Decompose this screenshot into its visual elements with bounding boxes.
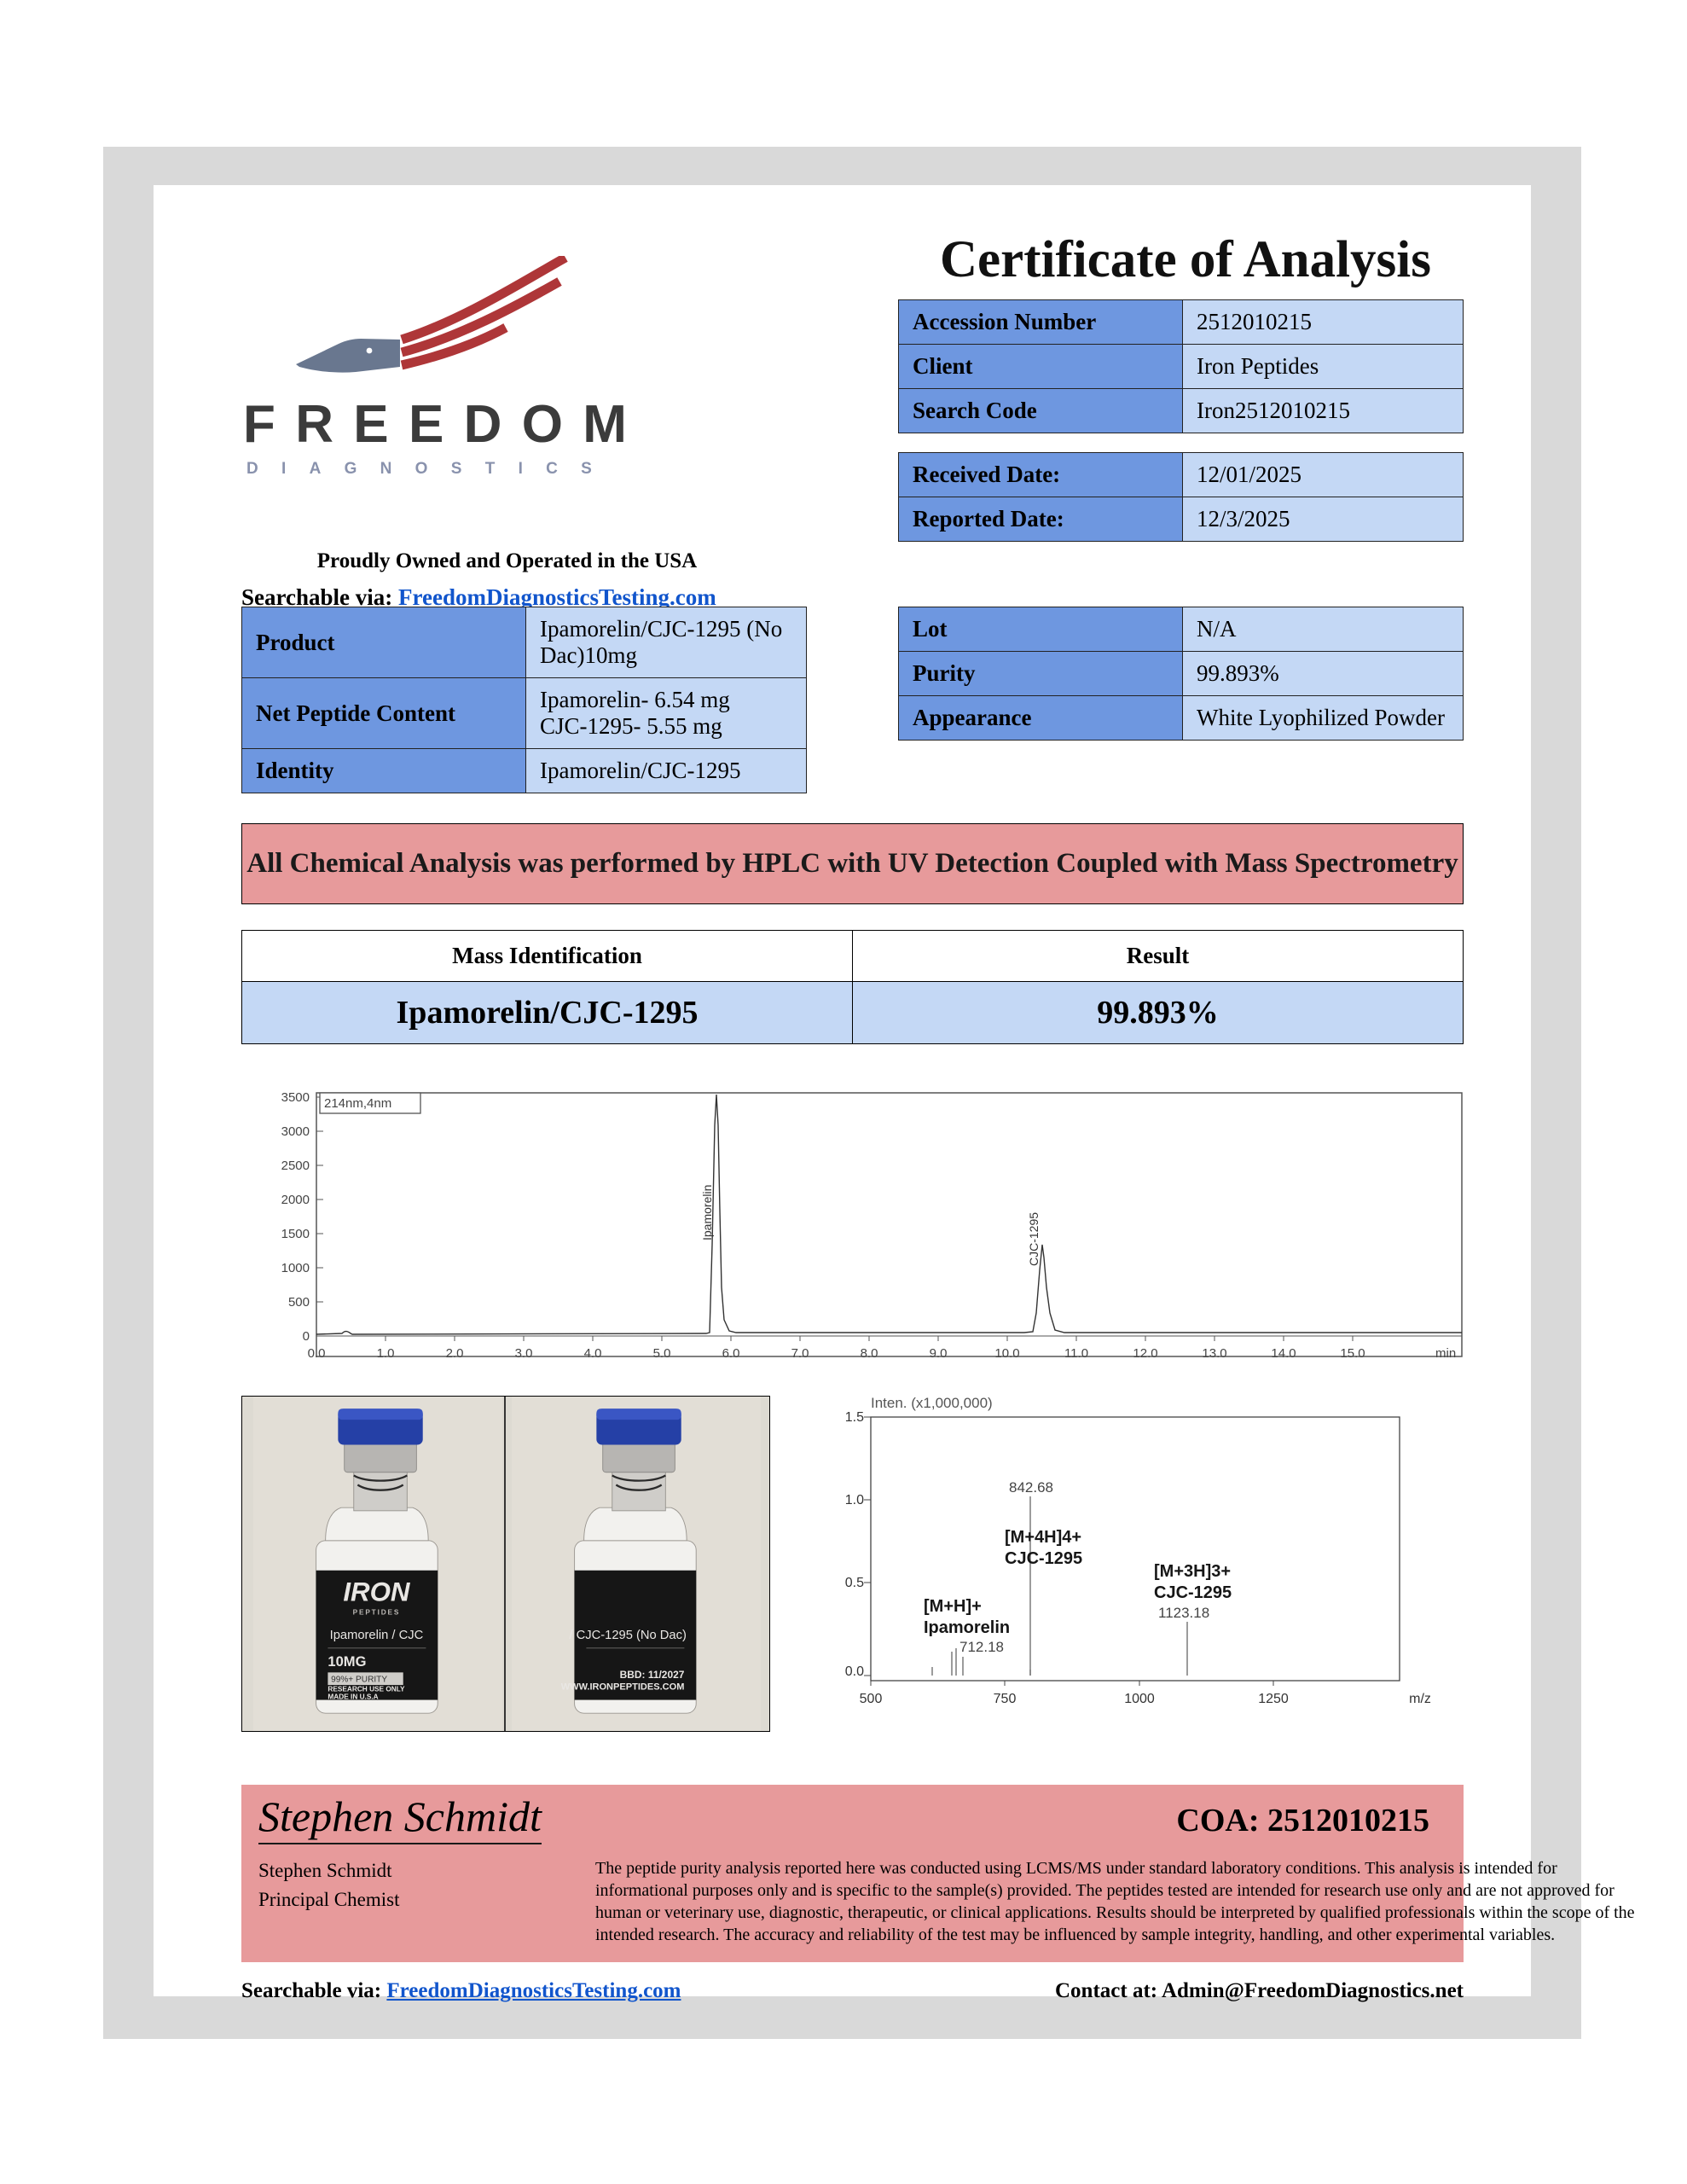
- svg-text:[M+4H]4+: [M+4H]4+: [1005, 1528, 1081, 1547]
- svg-text:Ipamorelin: Ipamorelin: [924, 1618, 1010, 1637]
- svg-text:1123.18: 1123.18: [1158, 1605, 1209, 1621]
- svg-text:PEPTIDES: PEPTIDES: [353, 1608, 401, 1616]
- svg-text:m/z: m/z: [1409, 1692, 1431, 1706]
- svg-text:10.0: 10.0: [994, 1346, 1019, 1357]
- svg-text:14.0: 14.0: [1271, 1346, 1296, 1357]
- svg-text:9.0: 9.0: [930, 1346, 948, 1357]
- svg-text:5.0: 5.0: [653, 1346, 671, 1357]
- svg-text:11.0: 11.0: [1064, 1346, 1088, 1357]
- svg-text:WWW.IRONPEPTIDES.COM: WWW.IRONPEPTIDES.COM: [561, 1682, 685, 1693]
- svg-text:12.0: 12.0: [1133, 1346, 1157, 1357]
- svg-text:CJC-1295: CJC-1295: [1154, 1583, 1232, 1602]
- svg-text:1.0: 1.0: [845, 1493, 864, 1507]
- svg-text:0: 0: [303, 1329, 310, 1344]
- svg-text:750: 750: [994, 1692, 1017, 1706]
- svg-text:13.0: 13.0: [1202, 1346, 1226, 1357]
- svg-text:Ipamorelin: Ipamorelin: [700, 1185, 714, 1240]
- svg-text:Ipamorelin / CJC: Ipamorelin / CJC: [330, 1629, 424, 1642]
- svg-text:min: min: [1435, 1346, 1456, 1357]
- svg-text:CJC-1295: CJC-1295: [1027, 1212, 1041, 1266]
- svg-text:0.0: 0.0: [308, 1346, 326, 1357]
- svg-text:842.68: 842.68: [1009, 1479, 1053, 1496]
- svg-text:99%+ PURITY: 99%+ PURITY: [331, 1675, 387, 1684]
- svg-text:CJC-1295: CJC-1295: [1005, 1549, 1082, 1568]
- svg-text:3.0: 3.0: [515, 1346, 533, 1357]
- svg-text:RESEARCH USE ONLY: RESEARCH USE ONLY: [328, 1685, 405, 1693]
- svg-text:BBD: 11/2027: BBD: 11/2027: [620, 1669, 685, 1681]
- svg-text:1500: 1500: [281, 1227, 310, 1241]
- svg-text:214nm,4nm: 214nm,4nm: [324, 1096, 391, 1111]
- svg-text:500: 500: [288, 1295, 310, 1310]
- svg-text:Inten. (x1,000,000): Inten. (x1,000,000): [871, 1396, 993, 1411]
- svg-text:1.0: 1.0: [377, 1346, 395, 1357]
- svg-text:/ CJC-1295 (No Dac): / CJC-1295 (No Dac): [569, 1629, 686, 1642]
- svg-text:712.18: 712.18: [959, 1639, 1004, 1655]
- svg-text:[M+3H]3+: [M+3H]3+: [1154, 1562, 1231, 1581]
- svg-text:1000: 1000: [1124, 1692, 1155, 1706]
- svg-text:IRON: IRON: [343, 1577, 411, 1607]
- svg-text:0.0: 0.0: [845, 1664, 864, 1679]
- svg-text:500: 500: [860, 1692, 883, 1706]
- svg-text:8.0: 8.0: [861, 1346, 878, 1357]
- svg-text:1250: 1250: [1258, 1692, 1289, 1706]
- svg-text:1000: 1000: [281, 1261, 310, 1275]
- svg-text:1.5: 1.5: [845, 1410, 864, 1425]
- svg-text:[M+H]+: [M+H]+: [924, 1597, 982, 1616]
- svg-text:6.0: 6.0: [722, 1346, 740, 1357]
- svg-text:3000: 3000: [281, 1124, 310, 1139]
- svg-text:3500: 3500: [281, 1091, 310, 1105]
- svg-text:2000: 2000: [281, 1193, 310, 1207]
- svg-text:10MG: 10MG: [328, 1653, 366, 1670]
- svg-text:7.0: 7.0: [791, 1346, 809, 1357]
- svg-text:MADE IN U.S.A: MADE IN U.S.A: [328, 1693, 378, 1701]
- svg-text:0.5: 0.5: [845, 1576, 864, 1590]
- svg-text:2500: 2500: [281, 1159, 310, 1173]
- svg-text:2.0: 2.0: [446, 1346, 464, 1357]
- svg-text:15.0: 15.0: [1340, 1346, 1365, 1357]
- svg-text:4.0: 4.0: [584, 1346, 602, 1357]
